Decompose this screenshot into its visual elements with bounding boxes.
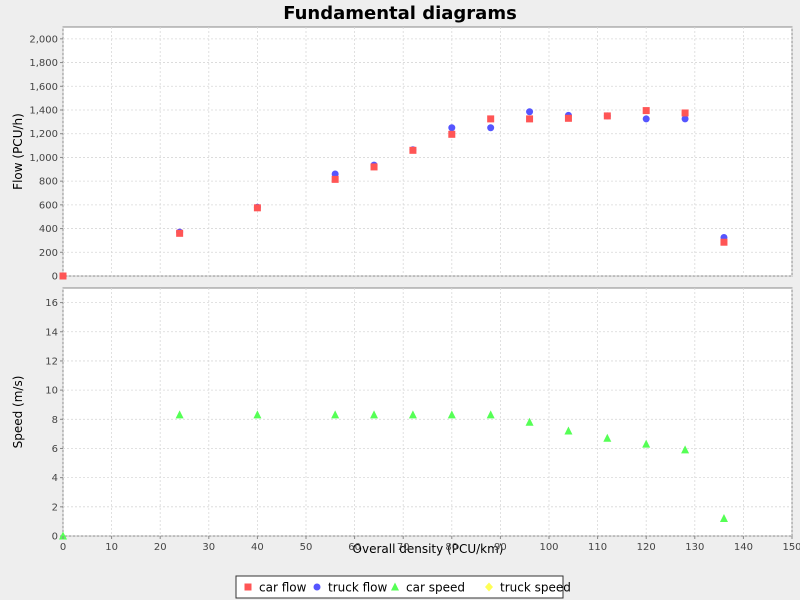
y-tick-label: 8: [52, 415, 58, 426]
legend-marker: [244, 583, 252, 591]
data-point: [331, 410, 340, 419]
data-point: [370, 163, 378, 171]
legend-marker: [485, 582, 493, 592]
data-point: [486, 410, 495, 419]
data-point: [681, 115, 689, 123]
y-tick-label: 1,800: [29, 58, 58, 69]
y-tick-label: 16: [45, 298, 58, 309]
y-tick-label: 12: [45, 356, 58, 367]
data-point: [487, 115, 495, 123]
x-tick-label: 120: [637, 542, 656, 553]
x-tick-label: 0: [60, 542, 66, 553]
x-tick-label: 20: [154, 542, 167, 553]
data-point: [642, 115, 650, 123]
data-point: [253, 410, 262, 419]
data-point: [408, 410, 417, 419]
y-tick-label: 1,600: [29, 82, 58, 93]
data-point: [59, 531, 67, 540]
x-tick-label: 150: [782, 542, 800, 553]
data-point: [719, 513, 728, 522]
legend: car flow truck flow car speed truck speed: [235, 575, 571, 599]
data-point: [331, 175, 339, 183]
data-point: [448, 124, 456, 132]
flow-panel: 0 200 400 600 800 1,000 1,200 1,400 1,600 1,800 2,…: [11, 26, 793, 283]
data-point: [447, 410, 456, 419]
legend-label: truck flow: [328, 581, 388, 595]
y-axis-label: Flow (PCU/h): [11, 113, 25, 190]
y-tick-label: 200: [39, 248, 58, 259]
x-tick-label: 80: [445, 542, 458, 553]
legend-item-truck-speed: truck speed: [485, 581, 571, 595]
data-point: [525, 417, 534, 426]
plot-area: [62, 26, 793, 277]
legend-marker: [391, 582, 399, 591]
legend-item-car-speed: car speed: [391, 581, 465, 595]
legend-label: truck speed: [500, 581, 571, 595]
data-point: [370, 410, 379, 419]
data-point: [526, 115, 534, 123]
x-tick-label: 100: [539, 542, 558, 553]
data-point: [681, 109, 689, 117]
data-point: [603, 112, 611, 120]
data-point: [448, 130, 456, 138]
x-tick-label: 130: [685, 542, 704, 553]
x-tick-label: 50: [300, 542, 313, 553]
series-car-flow: [59, 107, 728, 280]
x-tick-label: 110: [588, 542, 607, 553]
plot-area: [62, 287, 793, 537]
data-point: [681, 445, 690, 454]
data-point: [564, 426, 573, 435]
data-point: [526, 108, 534, 116]
data-point: [642, 107, 650, 115]
x-axis: 0 10 20 30 40 50 60 70 80 90 100 110 120 130 140 150: [60, 536, 800, 553]
data-point: [487, 124, 495, 132]
x-tick-label: 40: [251, 542, 264, 553]
data-point: [253, 204, 261, 212]
series-car-speed: [59, 410, 728, 540]
y-tick-label: 400: [39, 224, 58, 235]
data-point: [176, 229, 184, 237]
y-tick-label: 10: [45, 386, 58, 397]
y-tick-label: 1,400: [29, 106, 58, 117]
legend-item-truck-flow: truck flow: [313, 581, 388, 595]
y-tick-label: 800: [39, 177, 58, 188]
data-point: [564, 114, 572, 122]
x-axis-label: Overall density (PCU/km): [353, 542, 504, 556]
x-tick-label: 30: [202, 542, 215, 553]
data-point: [603, 433, 612, 442]
y-tick-label: 0: [52, 532, 58, 543]
y-tick-label: 4: [52, 473, 58, 484]
x-tick-label: 90: [494, 542, 507, 553]
x-tick-label: 140: [734, 542, 753, 553]
x-tick-label: 60: [348, 542, 361, 553]
legend-label: car speed: [406, 581, 465, 595]
data-point: [175, 410, 184, 419]
y-axis-label: Speed (m/s): [11, 376, 25, 449]
speed-panel: 0 2 4 6 8 10 12 14 16 Speed (m/s): [11, 287, 793, 543]
legend-label: car flow: [259, 581, 307, 595]
y-tick-label: 2: [52, 502, 58, 513]
y-tick-label: 1,200: [29, 129, 58, 140]
y-tick-label: 600: [39, 200, 58, 211]
data-point: [409, 146, 417, 154]
data-point: [642, 439, 651, 448]
data-point: [720, 238, 728, 246]
x-tick-label: 10: [105, 542, 118, 553]
legend-marker: [313, 583, 321, 591]
y-tick-label: 1,000: [29, 153, 58, 164]
y-tick-label: 14: [45, 327, 58, 338]
x-tick-label: 70: [397, 542, 410, 553]
y-tick-label: 0: [52, 272, 58, 283]
y-tick-label: 6: [52, 444, 58, 455]
data-point: [331, 170, 339, 178]
y-tick-label: 2,000: [29, 34, 58, 45]
data-point: [59, 272, 67, 280]
chart-title: Fundamental diagrams: [283, 3, 517, 24]
legend-item-car-flow: car flow: [244, 581, 307, 595]
legend-box: [235, 575, 564, 599]
